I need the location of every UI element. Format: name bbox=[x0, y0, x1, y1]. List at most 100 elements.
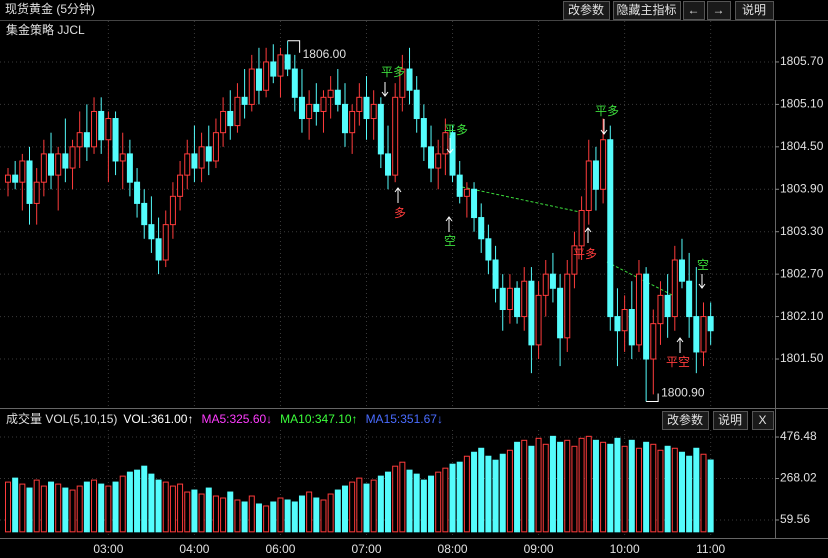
volume-bar bbox=[693, 447, 700, 533]
volume-bar bbox=[671, 447, 678, 533]
volume-bar bbox=[134, 469, 141, 533]
button[interactable]: ← bbox=[683, 1, 705, 20]
button-label: 改参数 bbox=[667, 412, 703, 427]
button[interactable]: 说明 bbox=[735, 1, 774, 20]
candle-body bbox=[177, 174, 184, 197]
volume-bar bbox=[26, 487, 33, 533]
volume-bar bbox=[306, 491, 313, 533]
volume-bar bbox=[341, 485, 348, 533]
volume-bar bbox=[126, 471, 133, 533]
candle-body bbox=[112, 118, 119, 162]
button-label: 说明 bbox=[742, 2, 766, 17]
volume-bar bbox=[5, 481, 11, 533]
y-tick-label: 1802.10 bbox=[780, 309, 824, 323]
volume-bar bbox=[62, 487, 69, 533]
candle-body bbox=[155, 238, 162, 261]
volume-bar bbox=[277, 497, 284, 533]
candle-body bbox=[420, 118, 427, 148]
candle-body bbox=[191, 153, 198, 169]
x-tick-label: 04:00 bbox=[179, 542, 209, 556]
volume-bar bbox=[320, 499, 327, 533]
button[interactable]: 隐藏主指标 bbox=[613, 1, 681, 20]
candle-body bbox=[664, 294, 671, 318]
volume-bar bbox=[456, 461, 463, 533]
volume-bar bbox=[399, 461, 406, 533]
candle-body bbox=[306, 103, 313, 120]
volume-bar bbox=[449, 463, 456, 533]
signal-label: 平多 bbox=[573, 247, 597, 261]
button[interactable]: 说明 bbox=[713, 411, 748, 430]
candle-body bbox=[33, 181, 40, 204]
candle-body bbox=[320, 96, 327, 112]
candle-body bbox=[40, 153, 47, 183]
y-tick-label: 1803.90 bbox=[780, 181, 824, 195]
volume-bar bbox=[686, 455, 693, 533]
button-frame bbox=[563, 1, 610, 20]
signal-arrow bbox=[676, 337, 684, 353]
candle-body bbox=[385, 153, 392, 176]
candle-body bbox=[471, 188, 478, 219]
volume-bar bbox=[334, 489, 341, 533]
volume-bar bbox=[255, 503, 262, 533]
candle-body bbox=[535, 294, 542, 346]
candle-body bbox=[671, 259, 678, 318]
button[interactable]: 改参数 bbox=[662, 411, 709, 430]
volume-bar bbox=[435, 471, 442, 533]
volume-bar bbox=[33, 479, 40, 533]
volume-title: 成交量 VOL(5,10,15) bbox=[6, 411, 117, 426]
volume-bar bbox=[205, 487, 212, 533]
legend-entry: MA10:347.10↑ bbox=[280, 412, 357, 426]
volume-bar bbox=[291, 501, 298, 533]
candle-body bbox=[557, 287, 564, 339]
candle-body bbox=[134, 181, 141, 204]
trend-line bbox=[461, 186, 581, 213]
candle-body bbox=[428, 146, 435, 169]
window-title: 现货黄金 (5分钟) bbox=[5, 1, 95, 16]
volume-bar bbox=[549, 435, 556, 533]
volume-bar bbox=[707, 459, 714, 533]
button[interactable]: → bbox=[707, 1, 731, 20]
candle-body bbox=[334, 89, 341, 105]
volume-bar bbox=[40, 485, 47, 533]
candle-body bbox=[435, 153, 442, 169]
button-label: 隐藏主指标 bbox=[616, 2, 676, 17]
candle-body bbox=[635, 273, 642, 346]
volume-bar bbox=[592, 439, 599, 533]
volume-bar bbox=[155, 479, 162, 533]
candle-body bbox=[327, 89, 334, 98]
volume-bar bbox=[298, 495, 305, 533]
candle-body bbox=[234, 96, 241, 127]
candle-body bbox=[614, 316, 621, 332]
candle-body bbox=[650, 323, 657, 360]
strategy-title: 集金策略 JJCL bbox=[6, 22, 85, 37]
candle-body bbox=[363, 96, 370, 120]
candle-body bbox=[277, 54, 284, 77]
volume-bar bbox=[385, 471, 392, 533]
volume-bar bbox=[12, 477, 19, 533]
volume-bar bbox=[327, 493, 334, 533]
button-frame bbox=[735, 1, 774, 20]
volume-bar bbox=[478, 447, 485, 533]
volume-bar bbox=[119, 475, 126, 533]
volume-bar bbox=[98, 483, 105, 533]
candle-body bbox=[349, 110, 356, 134]
candle-body bbox=[392, 96, 399, 176]
x-tick-label: 10:00 bbox=[610, 542, 640, 556]
candle-body bbox=[686, 280, 693, 318]
signal-arrow bbox=[698, 274, 706, 289]
volume-bar bbox=[76, 485, 83, 533]
signal-arrow bbox=[394, 187, 402, 203]
candle-body bbox=[69, 146, 76, 169]
volume-bar bbox=[542, 443, 549, 533]
volume-bar bbox=[212, 495, 219, 533]
volume-bar bbox=[349, 481, 356, 533]
volume-bar bbox=[492, 459, 499, 533]
candle-body bbox=[19, 160, 26, 183]
button[interactable]: X bbox=[752, 411, 774, 430]
volume-bar bbox=[392, 465, 399, 533]
volume-bar bbox=[499, 453, 506, 533]
candle-body bbox=[478, 217, 485, 240]
candle-body bbox=[442, 132, 449, 155]
button[interactable]: 改参数 bbox=[563, 1, 610, 20]
